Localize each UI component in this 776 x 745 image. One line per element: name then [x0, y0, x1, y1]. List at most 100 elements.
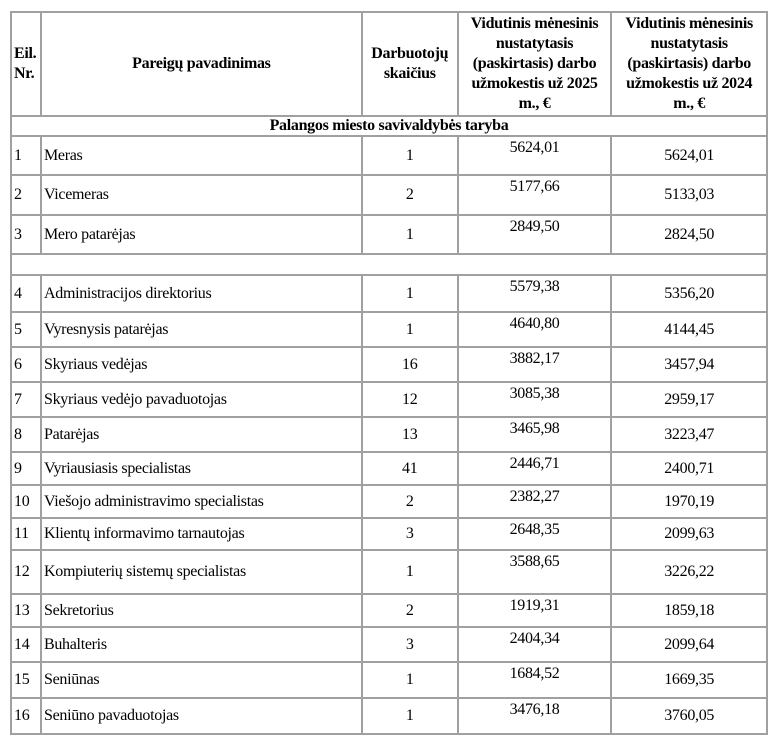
table-row: 2 Vicemeras 2 5177,66 5133,03 [10, 174, 768, 216]
table-row: 4 Administracijos direktorius 1 5579,38 5356… [10, 274, 768, 313]
salary-table: Eil. Nr. Pareigų pavadinimas Darbuotojų … [10, 11, 768, 735]
cell-nr: 8 [10, 416, 42, 453]
cell-2024: 4144,45 [610, 311, 768, 348]
cell-nr: 4 [10, 274, 42, 313]
cell-2025: 3588,65 [456, 549, 613, 595]
cell-title: Seniūnas [39, 661, 363, 699]
table-row: 16 Seniūno pavaduotojas 1 3476,18 3760,05 [10, 697, 768, 735]
table-row: 15 Seniūnas 1 1684,52 1669,35 [10, 661, 768, 699]
cell-title: Viešojo administravimo specialistas [39, 484, 363, 519]
cell-title: Vicemeras [39, 174, 363, 216]
cell-2024: 2824,50 [610, 214, 768, 255]
cell-title: Kompiuterių sistemų specialistas [39, 549, 363, 595]
cell-title: Buhalteris [39, 626, 363, 663]
cell-2024: 3223,47 [610, 416, 768, 453]
cell-nr: 11 [10, 517, 42, 551]
cell-title: Skyriaus vedėjas [39, 346, 363, 383]
cell-2024: 3760,05 [610, 697, 768, 735]
table-row: 11 Klientų informavimo tarnautojas 3 2648,3… [10, 517, 768, 551]
cell-count: 2 [360, 593, 459, 628]
cell-2024: 1970,19 [610, 484, 768, 519]
table-row: 13 Sekretorius 2 1919,31 1859,18 [10, 593, 768, 628]
cell-nr: 14 [10, 626, 42, 663]
cell-count: 1 [360, 214, 459, 255]
cell-title: Sekretorius [39, 593, 363, 628]
header-row: Eil. Nr. Pareigų pavadinimas Darbuotojų … [10, 11, 768, 117]
cell-nr: 13 [10, 593, 42, 628]
cell-nr: 3 [10, 214, 42, 255]
blank-cell [10, 253, 768, 276]
cell-2024: 5356,20 [610, 274, 768, 313]
header-2024: Vidutinis mėnesinis nustatytasis (paskir… [610, 11, 768, 117]
table-row: 6 Skyriaus vedėjas 16 3882,17 3457,94 [10, 346, 768, 383]
cell-2025: 2446,71 [456, 451, 613, 486]
cell-2024: 2099,64 [610, 626, 768, 663]
cell-2025: 5624,01 [456, 135, 613, 176]
cell-count: 1 [360, 549, 459, 595]
cell-2024: 3457,94 [610, 346, 768, 383]
table-row: 14 Buhalteris 3 2404,34 2099,64 [10, 626, 768, 663]
cell-title: Vyresnysis patarėjas [39, 311, 363, 348]
cell-title: Mero patarėjas [39, 214, 363, 255]
cell-2024: 1669,35 [610, 661, 768, 699]
cell-title: Klientų informavimo tarnautojas [39, 517, 363, 551]
header-title: Pareigų pavadinimas [39, 11, 363, 117]
cell-2024: 2959,17 [610, 381, 768, 418]
cell-2025: 4640,80 [456, 311, 613, 348]
cell-count: 41 [360, 451, 459, 486]
cell-2025: 3465,98 [456, 416, 613, 453]
table-row: 5 Vyresnysis patarėjas 1 4640,80 4144,45 [10, 311, 768, 348]
cell-nr: 1 [10, 135, 42, 176]
cell-2025: 3882,17 [456, 346, 613, 383]
table-row: 1 Meras 1 5624,01 5624,01 [10, 135, 768, 176]
cell-nr: 10 [10, 484, 42, 519]
section-row: Palangos miesto savivaldybės taryba [10, 115, 768, 137]
cell-count: 12 [360, 381, 459, 418]
cell-nr: 2 [10, 174, 42, 216]
table-row: 9 Vyriausiasis specialistas 41 2446,71 2400,… [10, 451, 768, 486]
cell-2025: 5177,66 [456, 174, 613, 216]
cell-title: Seniūno pavaduotojas [39, 697, 363, 735]
cell-2025: 2404,34 [456, 626, 613, 663]
cell-title: Skyriaus vedėjo pavaduotojas [39, 381, 363, 418]
cell-2025: 1684,52 [456, 661, 613, 699]
cell-2025: 1919,31 [456, 593, 613, 628]
cell-nr: 15 [10, 661, 42, 699]
cell-nr: 6 [10, 346, 42, 383]
cell-nr: 12 [10, 549, 42, 595]
header-count: Darbuotojų skaičius [360, 11, 459, 117]
cell-title: Administracijos direktorius [39, 274, 363, 313]
section-title: Palangos miesto savivaldybės taryba [10, 115, 768, 137]
cell-count: 1 [360, 661, 459, 699]
cell-2025: 2382,27 [456, 484, 613, 519]
cell-title: Meras [39, 135, 363, 176]
cell-nr: 9 [10, 451, 42, 486]
cell-2025: 2648,35 [456, 517, 613, 551]
table-row: 3 Mero patarėjas 1 2849,50 2824,50 [10, 214, 768, 255]
cell-2025: 2849,50 [456, 214, 613, 255]
cell-2024: 2099,63 [610, 517, 768, 551]
cell-count: 2 [360, 484, 459, 519]
cell-2025: 5579,38 [456, 274, 613, 313]
cell-title: Vyriausiasis specialistas [39, 451, 363, 486]
cell-nr: 5 [10, 311, 42, 348]
cell-2024: 5624,01 [610, 135, 768, 176]
cell-2024: 5133,03 [610, 174, 768, 216]
cell-count: 3 [360, 517, 459, 551]
cell-title: Patarėjas [39, 416, 363, 453]
cell-count: 13 [360, 416, 459, 453]
cell-2024: 2400,71 [610, 451, 768, 486]
cell-count: 1 [360, 135, 459, 176]
header-2025: Vidutinis mėnesinis nustatytasis (paskir… [456, 11, 613, 117]
table-row: 8 Patarėjas 13 3465,98 3223,47 [10, 416, 768, 453]
cell-2025: 3476,18 [456, 697, 613, 735]
cell-nr: 7 [10, 381, 42, 418]
cell-count: 1 [360, 697, 459, 735]
cell-count: 1 [360, 311, 459, 348]
cell-2024: 1859,18 [610, 593, 768, 628]
cell-count: 16 [360, 346, 459, 383]
cell-count: 2 [360, 174, 459, 216]
cell-2024: 3226,22 [610, 549, 768, 595]
table-row: 12 Kompiuterių sistemų specialistas 1 3588,… [10, 549, 768, 595]
cell-nr: 16 [10, 697, 42, 735]
